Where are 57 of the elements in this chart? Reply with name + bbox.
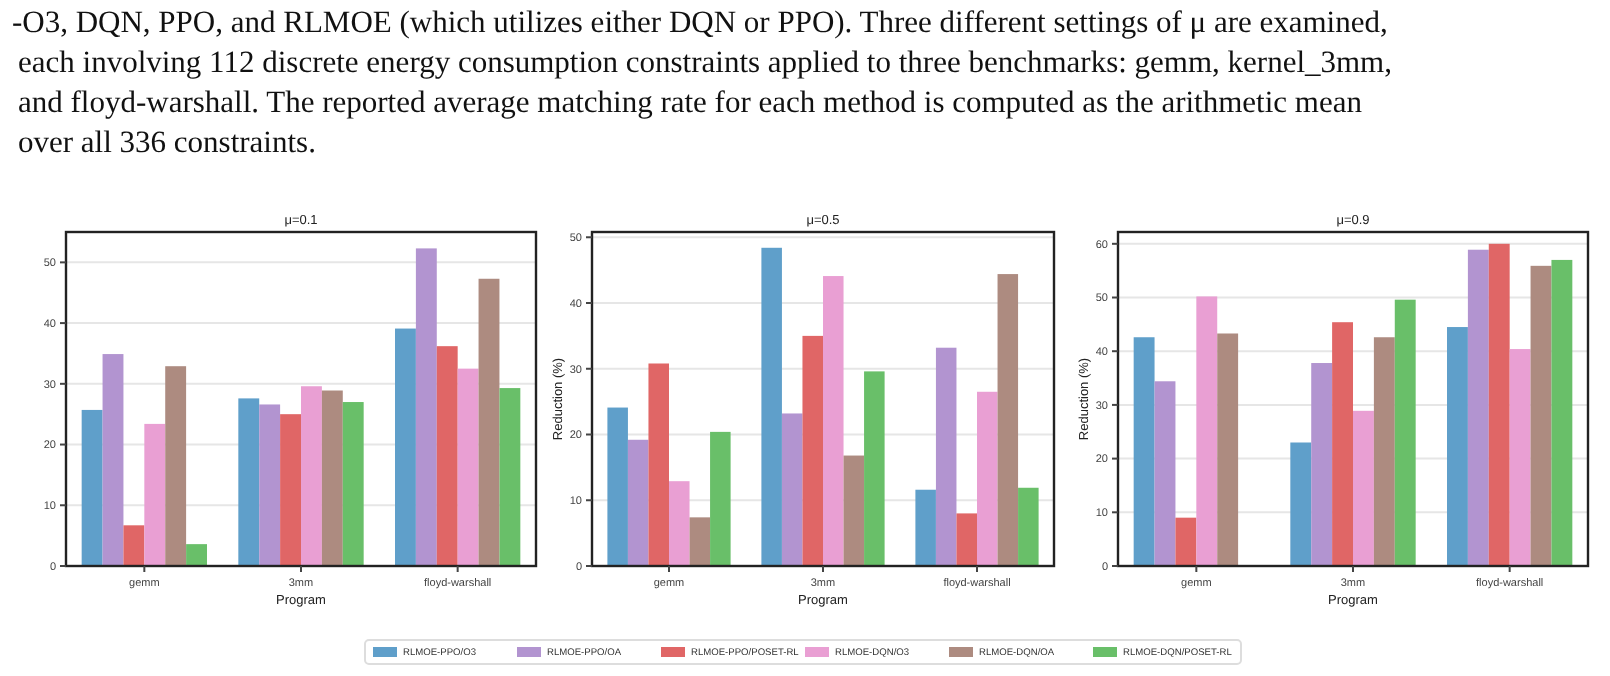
bar: [415, 248, 437, 566]
bar: [607, 407, 628, 566]
bar: [1311, 363, 1333, 566]
bar: [280, 414, 301, 566]
text: -O3, DQN, PPO, and RLMOE (which utilizes either DQN or PPO). Three different settings of μ are examined,: [12, 6, 1388, 40]
bar: [1447, 327, 1468, 566]
bar: [935, 347, 957, 566]
bar: [144, 423, 166, 566]
bar: [165, 366, 187, 566]
bar: [1530, 265, 1552, 566]
bar: [781, 413, 803, 566]
bar: [186, 544, 207, 566]
bar: [1196, 296, 1218, 566]
bar: [1154, 381, 1176, 566]
bar: [1217, 333, 1239, 566]
bar: [102, 354, 124, 566]
text: over all 336 constraints.: [18, 126, 316, 160]
bar: [1018, 487, 1039, 566]
bar: [123, 525, 145, 566]
bar: [956, 513, 977, 566]
bar: [864, 371, 885, 566]
bar: [1353, 410, 1374, 566]
bar: [915, 489, 936, 566]
bar: [977, 391, 998, 566]
bar: [823, 276, 844, 566]
bar: [1467, 249, 1489, 566]
bar: [843, 455, 865, 566]
bar: [997, 274, 1019, 566]
bar: [1488, 243, 1510, 566]
bar: [436, 346, 458, 566]
bar: [648, 363, 669, 566]
bar: [1509, 349, 1531, 566]
bar: [1175, 517, 1197, 566]
bar: [342, 402, 364, 566]
bar: [1373, 337, 1395, 566]
bar: [1290, 442, 1312, 566]
bar: [1394, 299, 1416, 566]
bar: [81, 409, 103, 566]
bar: [802, 335, 823, 566]
bar: [1332, 322, 1353, 566]
bar: [761, 247, 782, 566]
bar: [689, 517, 711, 566]
bar: [238, 398, 260, 566]
bar: [321, 390, 343, 566]
text: and floyd-warshall. The reported average matching rate for each method is computed as the arithmetic mean: [18, 86, 1363, 120]
text: each involving 112 discrete energy consumption constraints applied to three benchmarks: gemm, kernel_3mm,: [18, 46, 1392, 80]
bar: [499, 388, 521, 566]
bar: [627, 439, 649, 566]
bar: [395, 328, 416, 566]
bar: [478, 278, 500, 566]
bar: [301, 386, 322, 566]
bar: [669, 481, 690, 566]
bar: [1133, 337, 1155, 566]
bar: [259, 404, 281, 566]
bar: [710, 431, 731, 566]
bar: [457, 368, 479, 566]
bar: [1551, 259, 1573, 566]
